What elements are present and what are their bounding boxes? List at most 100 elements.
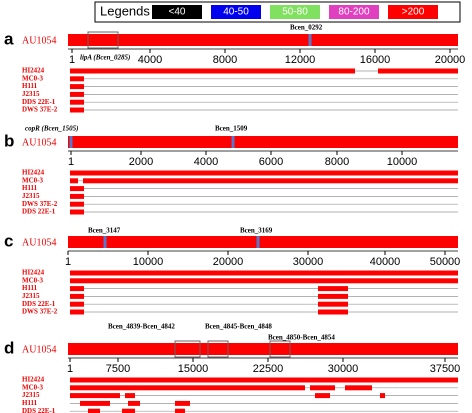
strain-label: J2315: [22, 391, 40, 399]
tick-label: 1: [68, 156, 74, 168]
coverage-segment: [70, 270, 458, 276]
coverage-segment: [315, 393, 330, 399]
tick-label: 30000: [293, 256, 324, 268]
coverage-segment: [70, 186, 84, 192]
strain-label: DDS 22E-1: [22, 407, 56, 413]
coverage-segment: [310, 385, 335, 391]
coverage-segment: [70, 99, 84, 105]
coverage-segment: [80, 400, 110, 406]
strain-label: HI2424: [22, 269, 45, 277]
reference-label: AU1054: [22, 137, 56, 148]
strain-label: DWS 37E-2: [22, 308, 58, 316]
strain-label: H111: [22, 399, 38, 407]
gene-box: [269, 340, 291, 358]
coverage-segment: [70, 91, 84, 97]
coverage-segment: [70, 178, 78, 184]
gene-label: Bcen_4850-Bcen_4854: [268, 334, 335, 342]
coverage-segment: [88, 408, 100, 413]
tick-label: 30000: [328, 363, 359, 375]
legend-label: <40: [169, 7, 186, 18]
coverage-segment: [380, 393, 385, 399]
coverage-segment: [128, 400, 140, 406]
coverage-segment: [70, 107, 84, 113]
tick-label: 22500: [253, 363, 284, 375]
gene-marker: [256, 236, 260, 248]
gene-label: Bcen_3147: [88, 227, 121, 235]
coverage-segment: [318, 293, 348, 299]
coverage-segment: [70, 201, 84, 207]
coverage-segment: [345, 385, 372, 391]
tick-label: 50000: [430, 256, 461, 268]
strain-label: DDS 22E-1: [22, 208, 56, 216]
tick-label: 1: [69, 54, 75, 66]
coverage-segment: [318, 309, 348, 315]
strain-label: MC0-3: [22, 176, 43, 184]
legend-swatch: [329, 5, 379, 19]
coverage-segment: [70, 76, 84, 82]
gene-marker: [103, 236, 107, 248]
tick-label: 16000: [360, 54, 391, 66]
coverage-segment: [318, 301, 348, 307]
reference-label: AU1054: [22, 237, 56, 248]
strain-label: HI2424: [22, 376, 45, 384]
panel-letter: d: [4, 338, 14, 357]
coverage-segment: [318, 286, 348, 292]
coverage-segment: [70, 377, 458, 383]
strain-label: DWS 37E-2: [22, 200, 58, 208]
tick-label: 10000: [133, 256, 164, 268]
coverage-segment: [70, 385, 305, 391]
coverage-segment: [175, 400, 190, 406]
legend-title: Legends: [100, 3, 150, 18]
tick-label: 40000: [370, 256, 401, 268]
tick-label: 1: [67, 363, 73, 375]
strain-label: DWS 37E-2: [22, 106, 58, 114]
strain-label: MC0-3: [22, 74, 43, 82]
coverage-segment: [175, 408, 185, 413]
tick-label: 7500: [106, 363, 130, 375]
reference-bar: [68, 136, 458, 148]
coverage-segment: [70, 309, 84, 315]
legend-label: >200: [402, 7, 425, 18]
reference-label: AU1054: [22, 344, 56, 355]
tick-label: 6000: [259, 156, 283, 168]
strain-label: HI2424: [22, 67, 45, 75]
tick-label: 12000: [285, 54, 316, 66]
reference-bar: [68, 34, 458, 46]
strain-label: H111: [22, 284, 38, 292]
gene-marker: [308, 34, 312, 46]
coverage-segment: [70, 193, 84, 199]
tick-label: 1: [65, 256, 71, 268]
gene-label: Bcen_3169: [240, 227, 273, 235]
tick-label: 4000: [194, 156, 218, 168]
reference-bar: [68, 236, 458, 248]
reference-bar: [68, 343, 458, 355]
legend-label: 50-80: [282, 7, 308, 18]
strain-label: J2315: [22, 292, 40, 300]
gene-label: Bcen_1509: [215, 125, 248, 133]
tick-label: 10000: [387, 156, 418, 168]
gene-box: [174, 340, 201, 358]
legend-swatch: [270, 5, 320, 19]
gene-box: [207, 340, 229, 358]
tick-label: 37500: [430, 363, 461, 375]
strain-label: H111: [22, 82, 38, 90]
gene-label: Bcen_4839-Bcen_4842: [108, 323, 175, 331]
strain-label: MC0-3: [22, 276, 43, 284]
tick-label: 4000: [138, 54, 162, 66]
strain-label: J2315: [22, 192, 40, 200]
panel-letter: c: [4, 231, 13, 250]
coverage-segment: [70, 286, 84, 292]
coverage-segment: [70, 293, 84, 299]
gene-marker: [231, 136, 235, 148]
legend-swatch: [388, 5, 438, 19]
panel-letter: a: [4, 29, 14, 48]
tick-label: 8000: [325, 156, 349, 168]
gene-label: Bcen_0292: [290, 24, 323, 32]
strain-label: J2315: [22, 90, 40, 98]
reference-label: AU1054: [22, 35, 56, 46]
coverage-segment: [70, 68, 355, 74]
coverage-segment: [70, 209, 84, 215]
gene-marker: [69, 136, 73, 148]
gene-label: copR (Bcen_1505): [25, 125, 78, 133]
